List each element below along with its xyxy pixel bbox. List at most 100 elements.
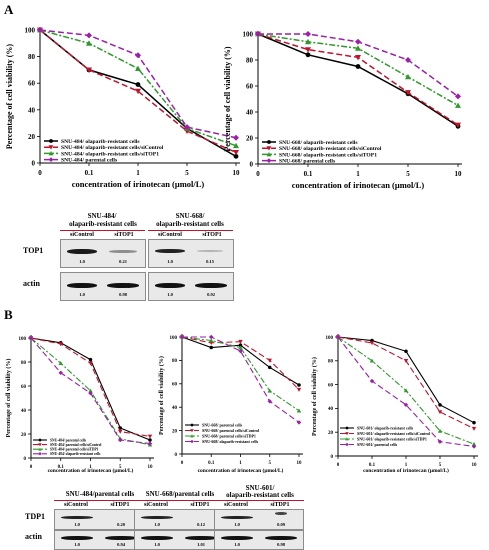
y-tick-label: 20 <box>172 429 178 434</box>
data-point <box>38 443 42 447</box>
blot-b-header-3b: olaparib-resistant cells <box>226 491 294 499</box>
y-tick-label: 40 <box>21 409 27 414</box>
blot-quant: 1.0 <box>79 292 85 297</box>
y-tick-label: 40 <box>328 407 334 412</box>
series-line <box>179 334 302 425</box>
data-point <box>255 31 261 37</box>
y-tick-label: 20 <box>28 133 36 141</box>
blot-band <box>109 250 137 253</box>
data-point <box>305 38 311 45</box>
legend-label: SNU-484/ parental cells <box>61 158 118 164</box>
data-point <box>238 345 243 350</box>
legend-label: SNU-484/ olaparib-resistant cells <box>50 452 101 456</box>
blot-b-lane-label: siControl <box>64 502 88 508</box>
data-point <box>238 343 243 347</box>
data-point <box>48 151 54 156</box>
data-point <box>296 420 302 425</box>
y-tick-label: 20 <box>21 433 27 438</box>
blot-b-actin-1: 1.0 0.94 <box>54 530 144 550</box>
y-tick-label: 60 <box>172 383 178 388</box>
data-point <box>335 334 341 340</box>
x-tick-label: 1 <box>89 465 92 470</box>
data-point <box>147 441 153 446</box>
x-tick-label: 0.1 <box>208 461 215 466</box>
data-point <box>369 358 375 363</box>
data-point <box>455 122 461 128</box>
blot-quant: 1.01 <box>197 542 205 547</box>
y-tick-label: 100 <box>326 336 334 341</box>
series-line <box>37 27 239 141</box>
series-line-path <box>182 336 300 423</box>
x-axis-label: concentration of irinotecan (μmol/L) <box>48 467 134 474</box>
data-point <box>118 437 123 443</box>
blot-band <box>105 536 137 540</box>
x-axis-label: concentration of irinotecan (μmol/L) <box>363 467 449 474</box>
data-point <box>88 391 93 396</box>
x-tick-label: 10 <box>148 465 154 470</box>
chart-b1: 0 20 40 60 80 100 0 0.1 1 5 10 concentration of iri… <box>5 335 154 474</box>
y-tick-label: 0 <box>24 457 27 462</box>
y-tick-label: 100 <box>25 26 36 34</box>
data-point <box>355 55 361 61</box>
data-point <box>147 434 153 439</box>
y-tick-label: 60 <box>28 80 36 88</box>
blot-a-actin-right: 1.0 0.92 <box>148 272 234 301</box>
blot-b-lane-label: siControl <box>144 502 168 508</box>
series-line-path <box>337 336 475 448</box>
blot-a-lane-label: siTOP1 <box>202 232 222 238</box>
blot-band <box>275 512 287 515</box>
x-tick-label: 0 <box>181 461 184 466</box>
y-tick-label: 100 <box>243 30 254 38</box>
data-point <box>184 124 190 131</box>
data-point <box>86 67 92 73</box>
blot-b-tdp1-3: 1.0 0.09 <box>214 509 304 530</box>
data-point <box>267 399 272 404</box>
data-point <box>88 357 93 362</box>
x-tick-label: 5 <box>269 461 272 466</box>
y-tick-label: 20 <box>246 134 254 142</box>
y-tick-label: 20 <box>328 431 334 436</box>
legend-label: SNU-484/ parental cells/siControl <box>50 443 101 447</box>
series-line <box>335 335 477 431</box>
chart-b3: 0 20 40 60 80 100 0 0.1 1 5 10 concentration of iri… <box>311 334 478 474</box>
legend-label: SNU-484/ olaparib-resistant cells/siTOP1 <box>61 151 159 157</box>
x-tick-label: 1 <box>356 170 360 178</box>
x-tick-label: 0 <box>256 170 260 178</box>
blot-quant: 0.98 <box>119 292 127 297</box>
y-tick-label: 80 <box>172 359 178 364</box>
blot-quant: 1.0 <box>154 522 160 527</box>
y-tick-label: 0 <box>175 453 178 458</box>
data-point <box>209 334 214 340</box>
data-point <box>296 387 302 392</box>
y-axis-label: Percentage of cell viability (%) <box>311 357 318 436</box>
data-point <box>403 402 409 408</box>
data-point <box>28 335 34 341</box>
data-point <box>369 378 375 384</box>
blot-b-lane-label: siControl <box>224 502 248 508</box>
data-point <box>58 370 63 375</box>
blot-a-lane-label: siTOP1 <box>114 232 134 238</box>
blot-quant: 0.21 <box>119 259 127 264</box>
blot-band <box>67 283 97 288</box>
data-point <box>190 429 194 433</box>
legend-label: SNU-601/ parental cells <box>357 442 398 447</box>
y-tick-label: 40 <box>172 406 178 411</box>
data-point <box>238 339 243 344</box>
data-point <box>471 444 477 449</box>
y-tick-label: 80 <box>28 53 36 61</box>
data-point <box>267 388 272 393</box>
x-axis-label: concentration of irinotecan (μmol/L) <box>198 467 284 474</box>
x-tick-label: 0.1 <box>369 463 376 468</box>
data-point <box>148 438 152 442</box>
data-point <box>369 341 375 346</box>
data-point <box>38 438 42 442</box>
y-tick-label: 0 <box>250 160 254 168</box>
y-tick-label: 80 <box>246 56 254 64</box>
blot-quant: 0.92 <box>207 292 215 297</box>
data-point <box>404 349 408 354</box>
series-line <box>255 31 461 100</box>
blot-band <box>265 536 297 540</box>
legend-label: SNU-484/ parental cells/siTDP1 <box>50 447 99 451</box>
data-point <box>135 65 141 71</box>
series-line <box>335 334 477 449</box>
